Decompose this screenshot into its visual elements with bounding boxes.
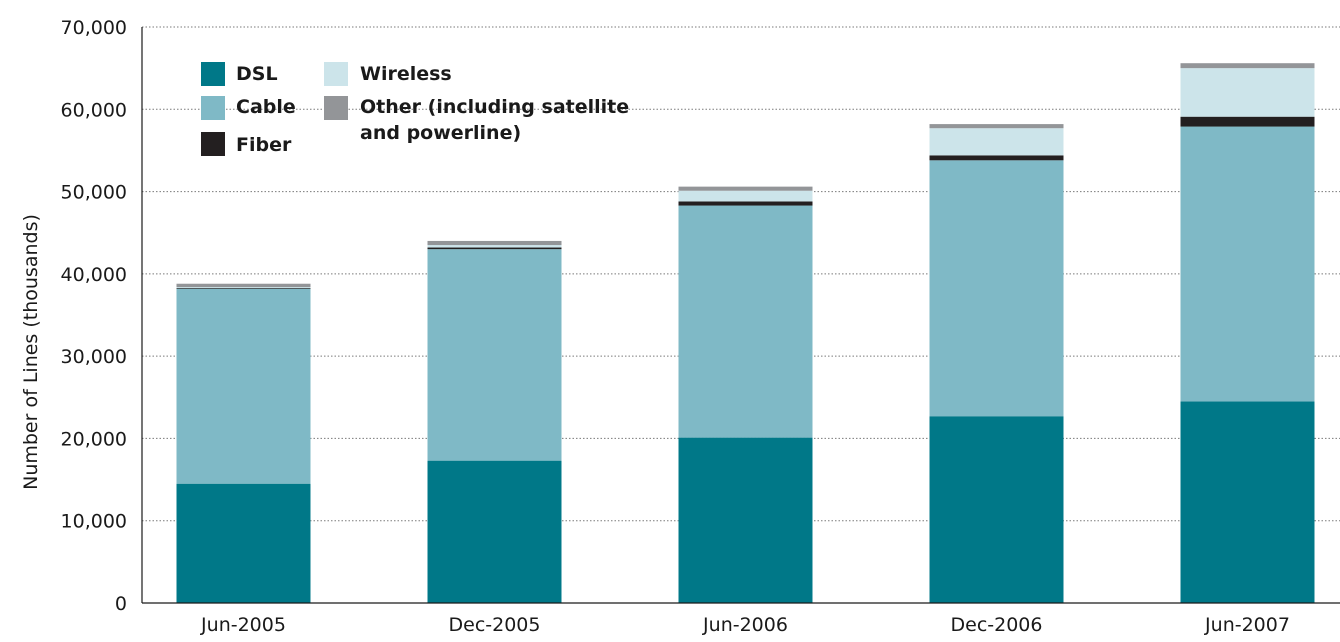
bar-segment-wireless (1180, 68, 1315, 117)
legend-label-cable: Cable (236, 96, 296, 118)
bar-segment-wireless (929, 128, 1064, 156)
y-tick-label: 30,000 (61, 346, 127, 368)
bar-segment-dsl (929, 416, 1064, 603)
bar-segment-cable (678, 205, 813, 438)
bar-segment-wireless (176, 287, 311, 288)
bar-segment-dsl (176, 483, 311, 603)
legend-label-other: and powerline) (360, 122, 521, 144)
y-tick-label: 0 (115, 593, 127, 615)
bar-segment-cable (1180, 126, 1315, 402)
axes (141, 27, 1340, 604)
legend-label-wireless: Wireless (360, 63, 452, 85)
legend-label-other: Other (including satellite (360, 96, 629, 118)
y-tick-label: 60,000 (61, 99, 127, 121)
y-tick-label: 50,000 (61, 182, 127, 204)
bar-segment-other (1180, 63, 1315, 69)
bar-segment-other (678, 186, 813, 191)
y-tick-label: 70,000 (61, 17, 127, 39)
y-tick-label: 10,000 (61, 511, 127, 533)
x-tick-label: Dec-2006 (951, 614, 1043, 636)
y-axis-title: Number of Lines (thousands) (20, 214, 42, 490)
bar-segment-cable (929, 160, 1064, 417)
bar-segment-wireless (678, 190, 813, 202)
bar-segment-fiber (678, 201, 813, 206)
bar-segment-cable (176, 288, 311, 484)
bar-segment-dsl (1180, 401, 1315, 603)
y-tick-labels: 0 10,000 20,000 30,000 40,000 50,000 60,000 70,… (61, 17, 127, 615)
bar-segment-wireless (427, 245, 562, 248)
legend-label-fiber: Fiber (236, 134, 292, 156)
legend: DSL Cable Fiber Wireless Other (including sa… (201, 62, 629, 156)
bar-segment-fiber (176, 287, 311, 289)
legend-label-dsl: DSL (236, 63, 278, 85)
bar-segment-other (929, 124, 1064, 129)
bar-segment-other (427, 240, 562, 246)
x-tick-label: Dec-2005 (449, 614, 541, 636)
bar-segment-other (176, 283, 311, 288)
bars (176, 63, 1315, 603)
legend-swatch-fiber (201, 132, 225, 156)
legend-swatch-cable (201, 96, 225, 120)
bar-segment-dsl (678, 437, 813, 603)
x-tick-label: Jun-2007 (1204, 614, 1290, 636)
y-tick-label: 40,000 (61, 264, 127, 286)
legend-swatch-wireless (324, 62, 348, 86)
bar-segment-fiber (929, 155, 1064, 161)
x-tick-label: Jun-2005 (200, 614, 286, 636)
bar-segment-cable (427, 249, 562, 461)
x-tick-labels: Jun-2005 Dec-2005 Jun-2006 Dec-2006 Jun-2007 (200, 614, 1290, 636)
legend-swatch-dsl (201, 62, 225, 86)
y-tick-label: 20,000 (61, 428, 127, 450)
bar-segment-dsl (427, 460, 562, 603)
bar-segment-fiber (1180, 116, 1315, 127)
legend-swatch-other (324, 96, 348, 120)
x-tick-label: Jun-2006 (702, 614, 788, 636)
bar-segment-fiber (427, 247, 562, 250)
